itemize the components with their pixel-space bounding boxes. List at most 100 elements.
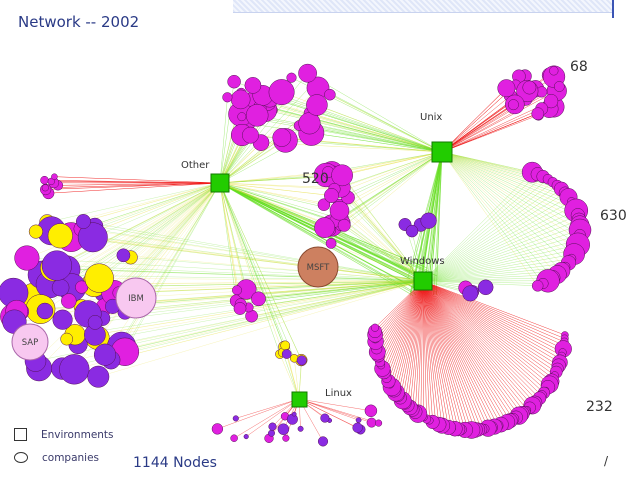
edge	[393, 280, 424, 390]
edge	[441, 151, 578, 245]
edge	[219, 83, 313, 184]
edge	[79, 236, 424, 282]
company-node	[405, 224, 419, 238]
edge	[219, 182, 237, 301]
edge	[404, 280, 424, 403]
edge	[422, 266, 566, 282]
edge	[383, 280, 424, 372]
edge	[422, 280, 514, 420]
edge	[441, 151, 562, 272]
count-68: 68	[570, 59, 588, 75]
edge	[241, 116, 443, 153]
edge	[309, 123, 443, 153]
edge	[422, 280, 565, 336]
company-node	[116, 248, 131, 263]
legend: Environments companies	[14, 423, 114, 469]
edge	[422, 239, 580, 282]
company-node	[531, 280, 544, 292]
edge	[422, 280, 517, 418]
edge	[66, 269, 424, 282]
edge	[397, 280, 424, 396]
company-node	[355, 417, 362, 423]
edge	[47, 182, 221, 223]
edge	[334, 188, 424, 282]
edge	[219, 182, 332, 226]
edge	[339, 206, 424, 282]
edge	[98, 280, 424, 377]
edge	[415, 280, 424, 412]
edge	[422, 280, 424, 418]
company-node	[352, 422, 363, 433]
edge	[118, 182, 221, 293]
edge	[45, 182, 221, 189]
edge	[422, 280, 565, 343]
edge	[53, 267, 424, 282]
edge	[409, 280, 424, 408]
edge	[219, 182, 325, 228]
edge	[422, 280, 559, 366]
edge	[422, 220, 429, 282]
edge	[441, 151, 575, 207]
company-node	[227, 74, 241, 89]
edge	[102, 280, 424, 295]
edge	[422, 174, 538, 282]
edge	[422, 196, 569, 282]
edge	[422, 262, 569, 282]
edge	[422, 280, 558, 370]
edge	[433, 151, 443, 296]
company-node	[237, 112, 247, 122]
edge	[57, 182, 221, 186]
company-node	[280, 340, 291, 351]
hub-label-other: Other	[181, 160, 210, 171]
edge	[53, 182, 221, 269]
hub-windows	[413, 271, 433, 291]
edge	[219, 182, 259, 299]
company-node	[296, 355, 307, 366]
edge	[219, 182, 414, 296]
edge	[422, 280, 525, 413]
edge	[422, 280, 547, 391]
edge	[298, 398, 359, 421]
edge	[219, 182, 247, 290]
company-node	[251, 291, 266, 307]
company-node	[329, 200, 350, 221]
edge	[384, 280, 424, 376]
edge	[422, 215, 578, 282]
edge	[422, 280, 482, 430]
edge	[407, 280, 424, 406]
company-node	[52, 309, 73, 330]
hub-other	[210, 173, 230, 193]
edge	[217, 398, 300, 430]
edge	[379, 280, 424, 363]
edge	[62, 182, 221, 320]
edge	[422, 179, 549, 282]
edge	[258, 280, 424, 300]
edge	[422, 280, 440, 425]
company-node	[317, 198, 331, 211]
company-node	[324, 188, 339, 203]
edge	[94, 182, 221, 285]
edge	[219, 171, 329, 184]
company-node	[75, 214, 91, 229]
edge	[389, 280, 424, 385]
legend-environments-label: Environments	[41, 428, 114, 441]
edge	[422, 280, 469, 431]
company-node	[286, 72, 297, 83]
edge	[124, 182, 221, 352]
edge	[422, 280, 446, 427]
edge	[334, 151, 443, 190]
sap-label: SAP	[22, 338, 39, 348]
edge	[422, 280, 505, 424]
edge	[441, 151, 581, 231]
edge	[441, 151, 572, 202]
edge	[388, 280, 424, 382]
edge	[219, 182, 302, 361]
edge	[422, 280, 550, 385]
edge	[104, 280, 424, 355]
company-node	[298, 63, 317, 83]
edge	[26, 257, 424, 282]
company-node	[314, 217, 335, 238]
edge	[330, 151, 443, 231]
edge	[441, 151, 558, 275]
